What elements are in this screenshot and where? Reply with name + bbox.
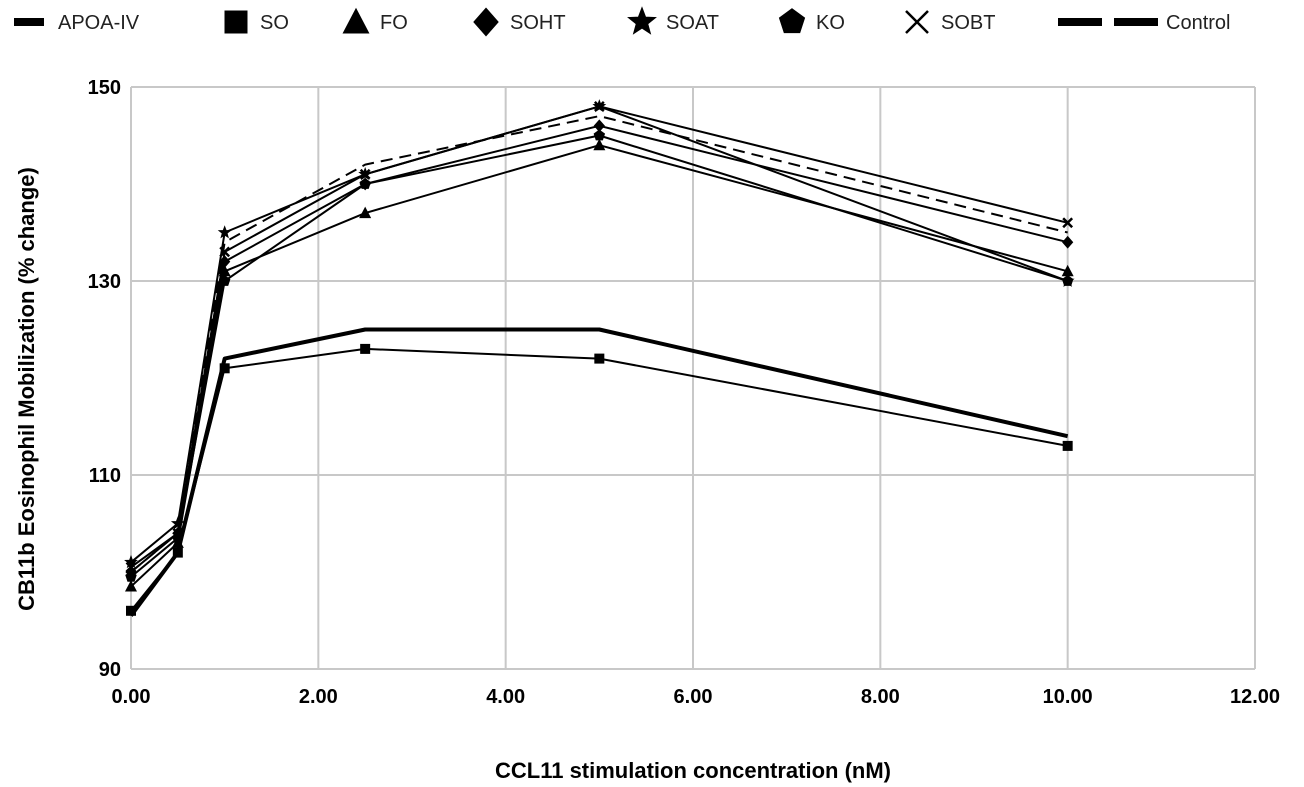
data-point-sobt bbox=[219, 246, 231, 258]
series-so bbox=[126, 343, 1073, 616]
data-point-sobt bbox=[125, 561, 137, 573]
data-point-ko bbox=[1061, 274, 1074, 286]
legend-swatch bbox=[778, 8, 806, 34]
series-apoa-iv bbox=[129, 327, 1069, 617]
legend-item-control: Control bbox=[1058, 12, 1230, 34]
legend-swatch bbox=[905, 10, 929, 34]
y-axis-title: CB11b Eosinophil Mobilization (% change) bbox=[14, 167, 39, 611]
data-point-soat bbox=[170, 516, 185, 530]
series-soat bbox=[124, 99, 1075, 569]
data-point-sobt bbox=[593, 101, 605, 112]
data-point-sobt bbox=[1062, 217, 1074, 229]
legend-item-so: SO bbox=[224, 10, 289, 34]
x-tick-label: 0.00 bbox=[112, 686, 151, 708]
data-point-so bbox=[219, 363, 230, 374]
series-line-so bbox=[130, 347, 1068, 612]
y-tick-label: 110 bbox=[89, 465, 121, 487]
series-line-soat bbox=[130, 105, 1069, 564]
series-line-control bbox=[130, 115, 1068, 573]
legend-label: APOA-IV bbox=[58, 12, 140, 34]
data-point-fo bbox=[593, 138, 606, 151]
data-point-fo bbox=[359, 206, 372, 219]
legend-swatch bbox=[342, 7, 370, 34]
series-line-sobt bbox=[130, 105, 1068, 568]
legend-swatch bbox=[473, 7, 499, 37]
data-point-so bbox=[1062, 440, 1073, 451]
data-point-sobt bbox=[359, 168, 371, 180]
legend: APOA-IV SO FO SOHT SOAT KO SOBT Control bbox=[14, 6, 1230, 37]
legend-swatch bbox=[14, 18, 44, 26]
legend-label: SOAT bbox=[666, 12, 719, 34]
legend-item-fo: FO bbox=[342, 7, 408, 34]
legend-label: FO bbox=[380, 12, 408, 34]
series-control bbox=[130, 115, 1068, 573]
data-point-soht bbox=[1062, 235, 1074, 249]
legend-swatch bbox=[1114, 18, 1158, 26]
data-point-so bbox=[360, 343, 371, 354]
x-tick-label: 10.00 bbox=[1043, 686, 1093, 708]
legend-item-soht: SOHT bbox=[473, 7, 566, 37]
data-point-ko bbox=[125, 570, 137, 582]
y-tick-label: 150 bbox=[88, 77, 121, 99]
legend-label: SOBT bbox=[941, 12, 995, 34]
gridlines bbox=[130, 86, 1256, 670]
data-point-ko bbox=[359, 177, 371, 189]
data-point-fo bbox=[124, 580, 138, 592]
x-tick-label: 8.00 bbox=[861, 686, 900, 708]
y-tick-label: 130 bbox=[88, 271, 121, 293]
legend-item-apoa-iv: APOA-IV bbox=[14, 12, 140, 34]
legend-swatch bbox=[224, 10, 248, 34]
legend-item-soat: SOAT bbox=[627, 6, 719, 35]
x-tick-label: 4.00 bbox=[486, 686, 525, 708]
x-tick-label: 2.00 bbox=[299, 686, 338, 708]
series-sobt bbox=[125, 101, 1074, 573]
data-point-ko bbox=[593, 129, 606, 141]
data-point-soat bbox=[217, 225, 232, 239]
series-line-ko bbox=[130, 134, 1068, 578]
x-tick-label: 6.00 bbox=[674, 686, 713, 708]
legend-swatch bbox=[627, 6, 657, 35]
data-point-soat bbox=[124, 555, 138, 569]
legend-swatch bbox=[1058, 18, 1102, 26]
x-axis-title: CCL11 stimulation concentration (nM) bbox=[495, 758, 891, 783]
series-layer bbox=[124, 99, 1075, 617]
legend-label: Control bbox=[1166, 12, 1230, 34]
legend-label: KO bbox=[816, 12, 845, 34]
x-tick-label: 12.00 bbox=[1230, 686, 1280, 708]
legend-item-ko: KO bbox=[778, 8, 845, 34]
y-tick-label: 90 bbox=[99, 659, 121, 681]
data-point-so bbox=[594, 353, 605, 364]
legend-label: SOHT bbox=[510, 12, 566, 34]
series-line-apoa-iv bbox=[129, 327, 1069, 617]
series-line-fo bbox=[130, 144, 1068, 588]
data-point-so bbox=[126, 605, 136, 616]
axis-ticks: 0.00 2.00 4.00 6.00 8.00 10.00 12.00 90 110 130 15… bbox=[88, 77, 1280, 708]
legend-item-sobt: SOBT bbox=[905, 10, 995, 34]
legend-label: SO bbox=[260, 12, 289, 34]
data-point-so bbox=[172, 547, 183, 558]
